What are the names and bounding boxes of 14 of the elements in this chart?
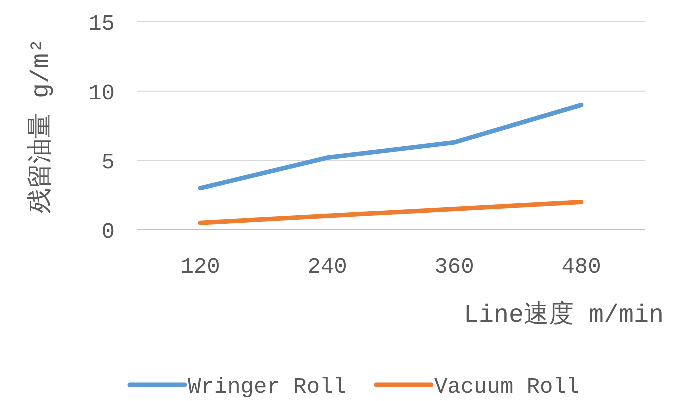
y-axis-title: 残留油量 g/m² xyxy=(27,38,56,214)
x-tick-label: 120 xyxy=(180,255,220,280)
line-series xyxy=(198,200,584,226)
y-tick-label: 0 xyxy=(102,220,115,245)
x-tick-label: 240 xyxy=(308,255,348,280)
legend-label: Vacuum Roll xyxy=(434,375,580,400)
line-series xyxy=(198,102,584,191)
y-tick-label: 10 xyxy=(88,81,115,106)
x-axis-title: Line速度 m/min xyxy=(464,300,664,330)
x-tick-label: 360 xyxy=(434,255,474,280)
y-tick-label: 15 xyxy=(88,12,115,37)
x-tick-label: 480 xyxy=(562,255,602,280)
y-tick-label: 5 xyxy=(102,150,115,176)
legend-label: Wringer Roll xyxy=(188,375,346,400)
